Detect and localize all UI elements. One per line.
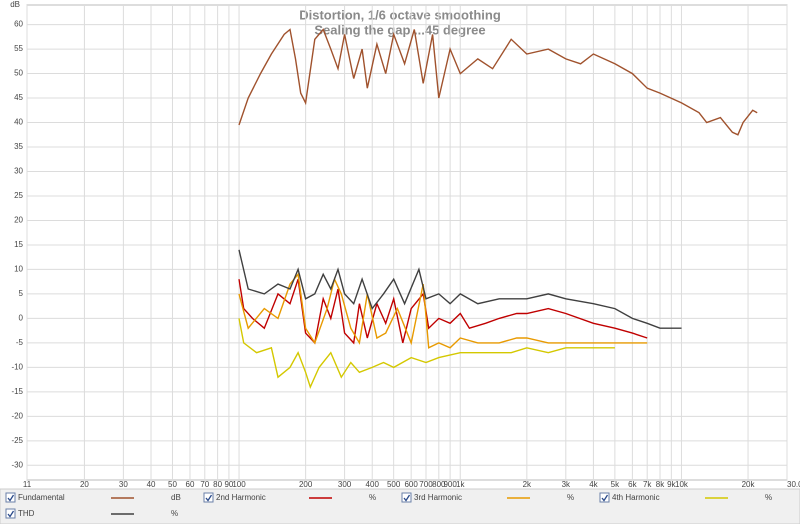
legend-check	[7, 510, 15, 518]
x-tick-label: 80	[213, 480, 222, 489]
series-line	[238, 318, 615, 389]
x-tick-label: 20k	[742, 480, 756, 489]
chart-title: Distortion, 1/6 octave smoothing	[299, 7, 501, 22]
y-tick-label: -15	[11, 387, 23, 396]
x-tick-label: 90	[224, 480, 233, 489]
x-tick-label: 800	[432, 480, 446, 489]
x-tick-label: 30	[119, 480, 128, 489]
y-tick-label: 55	[14, 44, 23, 53]
legend-check	[7, 494, 15, 502]
legend-check	[205, 494, 213, 502]
legend-unit: %	[369, 493, 376, 502]
y-tick-label: 0	[19, 314, 24, 323]
legend-label: 4th Harmonic	[612, 493, 660, 502]
x-tick-label: 70	[200, 480, 209, 489]
x-tick-label: 3k	[562, 480, 571, 489]
y-tick-label: 50	[14, 69, 23, 78]
x-tick-label: 60	[186, 480, 195, 489]
legend-check	[403, 494, 411, 502]
series-line	[238, 272, 648, 349]
legend-check	[601, 494, 609, 502]
x-tick-label: 30.0k Hz	[787, 480, 800, 489]
x-tick-label: 300	[338, 480, 352, 489]
legend-checkbox[interactable]	[401, 492, 412, 503]
legend-checkbox[interactable]	[599, 492, 610, 503]
series-line	[238, 28, 758, 136]
y-tick-label: 5	[19, 289, 24, 298]
x-tick-label: 400	[366, 480, 380, 489]
legend-label: THD	[18, 509, 35, 518]
x-tick-label: 100	[232, 480, 246, 489]
x-tick-label: 8k	[656, 480, 665, 489]
y-tick-label: 45	[14, 93, 23, 102]
x-tick-label: 40	[147, 480, 156, 489]
y-tick-label: -25	[11, 436, 23, 445]
legend-label: 2nd Harmonic	[216, 493, 266, 502]
y-tick-label: 20	[14, 216, 23, 225]
x-tick-label: 5k	[611, 480, 620, 489]
x-tick-label: 500	[387, 480, 401, 489]
y-tick-label: -5	[16, 338, 24, 347]
series-line	[238, 249, 682, 329]
legend-unit: %	[567, 493, 574, 502]
y-tick-label: -20	[11, 411, 23, 420]
legend-checkbox[interactable]	[5, 508, 16, 519]
legend-unit: %	[171, 509, 178, 518]
legend-panel	[0, 488, 800, 524]
x-tick-label: 9k	[667, 480, 676, 489]
y-axis-label: dB	[10, 0, 20, 9]
chart-subtitle: Sealing the gap ...45 degree	[314, 22, 485, 37]
x-tick-label: 7k	[643, 480, 652, 489]
legend-label: Fundamental	[18, 493, 65, 502]
legend-label: 3rd Harmonic	[414, 493, 462, 502]
x-tick-label: 700	[419, 480, 433, 489]
x-tick-label: 50	[168, 480, 177, 489]
legend-unit: dB	[171, 493, 181, 502]
x-tick-label: 600	[404, 480, 418, 489]
y-tick-label: 35	[14, 142, 23, 151]
x-tick-label: 20	[80, 480, 89, 489]
y-tick-label: 25	[14, 191, 23, 200]
x-tick-label: 11	[23, 480, 32, 489]
y-tick-label: 30	[14, 167, 23, 176]
y-tick-label: 40	[14, 118, 23, 127]
y-tick-label: 15	[14, 240, 23, 249]
x-tick-label: 4k	[589, 480, 598, 489]
x-tick-label: 6k	[628, 480, 637, 489]
x-tick-label: 10k	[675, 480, 689, 489]
y-tick-label: 60	[14, 20, 23, 29]
legend-unit: %	[765, 493, 772, 502]
y-tick-label: -30	[11, 460, 23, 469]
x-tick-label: 900	[443, 480, 457, 489]
y-tick-label: 10	[14, 265, 23, 274]
plot-area	[26, 4, 788, 481]
x-tick-label: 2k	[523, 480, 532, 489]
x-tick-label: 1k	[456, 480, 465, 489]
x-tick-label: 200	[299, 480, 313, 489]
legend-checkbox[interactable]	[5, 492, 16, 503]
y-tick-label: -10	[11, 362, 23, 371]
legend-checkbox[interactable]	[203, 492, 214, 503]
